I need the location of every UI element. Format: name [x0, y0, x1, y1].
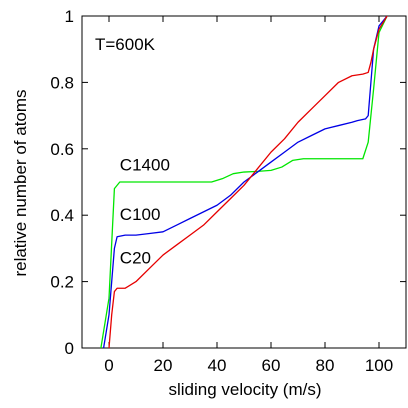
series-lines [100, 16, 388, 348]
axis-ticks: 0 20 40 60 80 100 0 0.2 0.4 0.6 0.8 1 [50, 7, 406, 375]
x-tick-label: 40 [208, 356, 227, 375]
series-label-c1400: C1400 [120, 155, 170, 174]
x-tick-label: 0 [104, 356, 113, 375]
plot-area-border [81, 15, 407, 349]
y-tick-label: 0.2 [50, 273, 74, 292]
temperature-annotation: T=600K [95, 35, 156, 54]
series-labels: C1400 C100 C20 [120, 155, 170, 267]
series-line-c20 [108, 16, 388, 348]
x-tick-label: 80 [316, 356, 335, 375]
y-tick-label: 0 [65, 339, 74, 358]
y-tick-label: 1 [65, 7, 74, 26]
series-label-c20: C20 [120, 248, 151, 267]
x-tick-label: 20 [154, 356, 173, 375]
y-axis-label: relative number of atoms [11, 89, 30, 276]
y-tick-label: 0.6 [50, 140, 74, 159]
y-tick-label: 0.8 [50, 73, 74, 92]
x-tick-label: 100 [365, 356, 393, 375]
x-axis-label: sliding velocity (m/s) [168, 380, 321, 399]
y-tick-label: 0.4 [50, 206, 74, 225]
series-label-c100: C100 [120, 205, 161, 224]
plot-frame [81, 15, 407, 349]
x-tick-label: 60 [262, 356, 281, 375]
